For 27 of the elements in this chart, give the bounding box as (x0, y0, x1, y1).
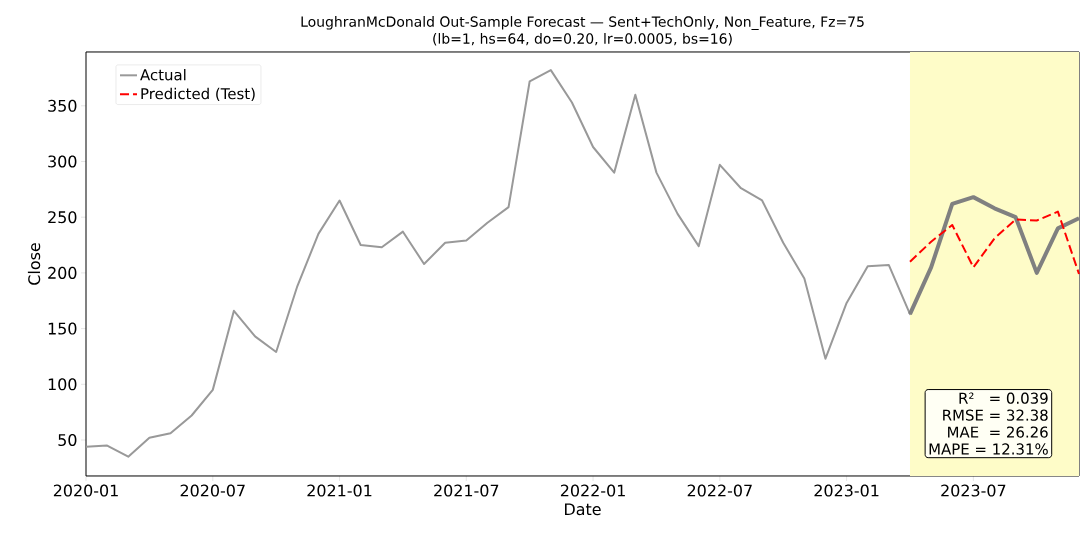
annotation: MAPE = 12.31% (929, 443, 1048, 455)
chart-title: LoughranMcDonald Out-Sample Forecast — Sent+TechOnly, Non_Feature, Fz=75 (301, 16, 864, 30)
annotation: MAE = 26.26 (948, 426, 1048, 438)
legend-label: Predicted (Test) (141, 87, 255, 102)
x-tick-label: 2021-07 (434, 484, 499, 497)
x-tick-label: 2022-07 (687, 484, 752, 497)
annotation: RMSE = 32.38 (943, 409, 1048, 421)
x-tick-label: 2020-01 (53, 484, 118, 497)
y-tick-label: 50 (58, 433, 77, 447)
y-tick-label: 250 (48, 211, 77, 224)
x-tick-label: 2020-07 (180, 484, 245, 497)
y-tick-label: 300 (48, 155, 77, 168)
y-axis-title: Close (27, 243, 41, 285)
chart-subtitle: (lb=1, hs=64, do=0.20, lr=0.0005, bs=16) (433, 33, 732, 46)
x-tick-label: 2021-01 (307, 484, 372, 497)
y-tick-label: 350 (48, 99, 77, 112)
x-tick-label: 2023-07 (941, 484, 1006, 497)
legend-label: Actual (140, 68, 186, 81)
y-tick-label: 100 (48, 378, 77, 391)
x-axis-title: Date (565, 503, 601, 516)
line-series (908, 210, 1081, 276)
annotation: R² = 0.039 (959, 392, 1048, 404)
line-series (907, 195, 1082, 317)
y-tick-label: 150 (48, 322, 77, 335)
y-tick-label: 200 (48, 266, 77, 279)
x-tick-label: 2022-01 (560, 484, 625, 497)
x-tick-label: 2023-01 (814, 484, 879, 497)
